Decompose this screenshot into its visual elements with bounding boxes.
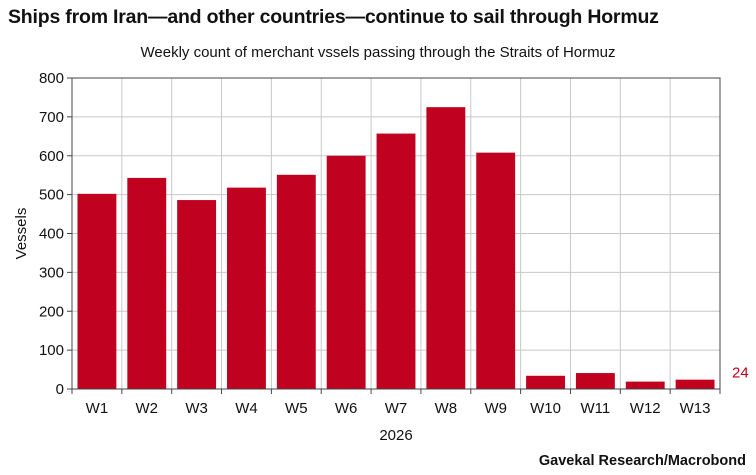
chart-subtitle: Weekly count of merchant vssels passing … (140, 44, 616, 61)
axes (67, 77, 721, 394)
x-tick-label-w7: W7 (385, 400, 408, 417)
y-tick-label: 700 (39, 109, 64, 126)
bar-w3 (177, 200, 217, 389)
x-tick-label-w8: W8 (435, 400, 458, 417)
x-tick-label-w1: W1 (86, 400, 109, 417)
y-tick-label: 300 (39, 264, 64, 281)
bar-w6 (326, 155, 366, 389)
bar-w12 (625, 381, 665, 389)
source-credit: Gavekal Research/Macrobond (538, 453, 746, 469)
y-tick-label: 100 (39, 342, 64, 359)
bar-w11 (575, 373, 615, 389)
bar-w13 (675, 379, 715, 389)
x-tick-label-w9: W9 (484, 400, 507, 417)
bar-w2 (127, 177, 167, 389)
y-tick-label: 0 (56, 381, 64, 398)
x-tick-label-w3: W3 (185, 400, 208, 417)
x-tick-label-w4: W4 (235, 400, 258, 417)
y-axis-title: Vessels (13, 208, 30, 260)
bars (77, 107, 715, 389)
bar-w7 (376, 133, 416, 389)
x-tick-label-w13: W13 (680, 400, 711, 417)
y-tick-label: 400 (39, 226, 64, 243)
x-axis-title: 2026 (379, 427, 412, 444)
bar-w9 (476, 152, 516, 389)
y-tick-label: 600 (39, 148, 64, 165)
plot-frame (71, 77, 721, 390)
x-tick-label-w11: W11 (581, 400, 611, 417)
tick-labels: 0 100 200 300 400 500 600 700 800 W1 W2 W3 W4 W5 W6 W7 W… (39, 70, 711, 417)
x-tick-label-w10: W10 (530, 400, 561, 417)
x-tick-label-w6: W6 (335, 400, 358, 417)
y-tick-label: 500 (39, 187, 64, 204)
x-tick-label-w12: W12 (630, 400, 661, 417)
bar-w4 (227, 187, 266, 389)
y-tick-label: 800 (39, 70, 64, 87)
x-tick-label-w2: W2 (136, 400, 159, 417)
last-value-label: 24 (732, 365, 749, 382)
bar-w5 (276, 174, 316, 389)
y-tick-label: 200 (39, 303, 64, 320)
bar-w8 (426, 107, 466, 389)
chart-title: Ships from Iran—and other countries—cont… (8, 6, 659, 28)
bar-w10 (526, 375, 565, 389)
bar-w1 (77, 193, 117, 389)
x-tick-label-w5: W5 (285, 400, 308, 417)
